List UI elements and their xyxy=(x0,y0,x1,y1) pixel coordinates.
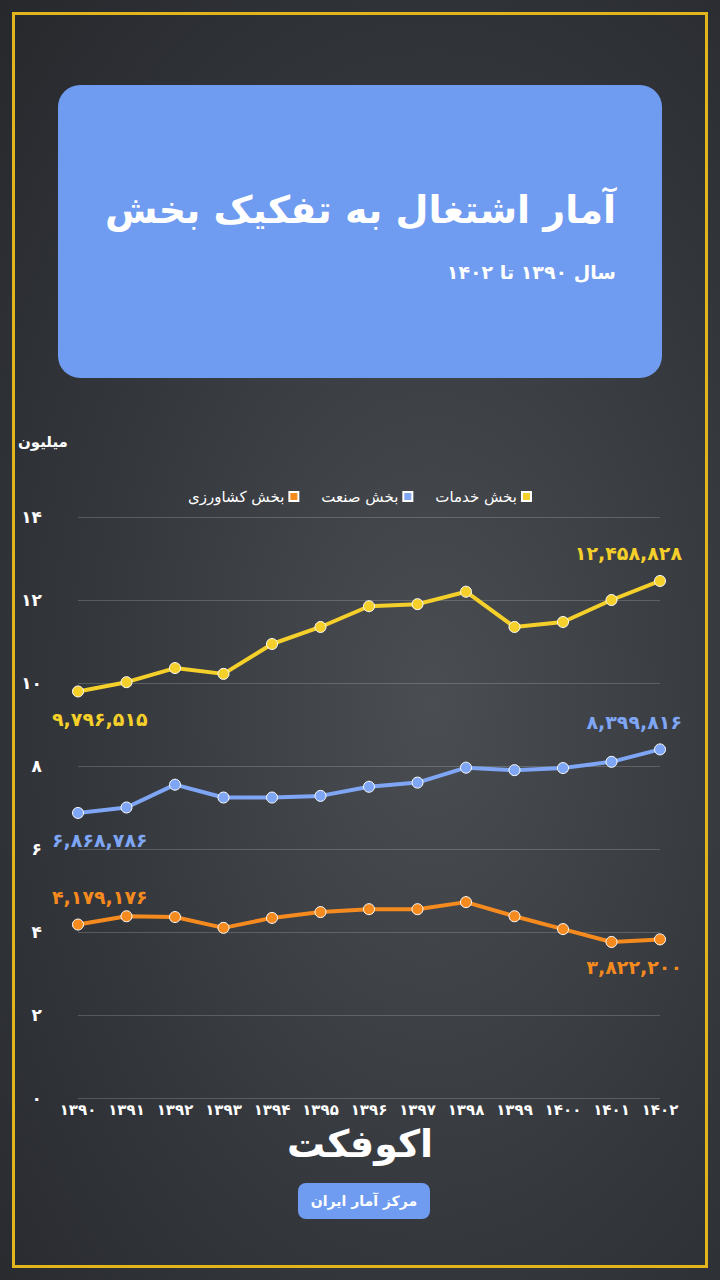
svg-text:۹,۷۹۶,۵۱۵: ۹,۷۹۶,۵۱۵ xyxy=(52,708,148,730)
svg-text:۱۳۹۰: ۱۳۹۰ xyxy=(60,1101,97,1119)
svg-text:۸: ۸ xyxy=(32,756,43,776)
svg-text:۱۳۹۳: ۱۳۹۳ xyxy=(205,1101,242,1119)
svg-text:۰: ۰ xyxy=(32,1088,42,1108)
svg-text:۱۲: ۱۲ xyxy=(21,590,42,610)
svg-text:۲: ۲ xyxy=(32,1005,43,1025)
svg-text:۱۴۰۲: ۱۴۰۲ xyxy=(642,1101,679,1119)
html-text:آمار اشتغال به تفکیک بخش: آمار اشتغال به تفکیک بخش xyxy=(105,188,616,232)
svg-text:۱۳۹۸: ۱۳۹۸ xyxy=(448,1101,485,1119)
svg-text:۱۲,۴۵۸,۸۲۸: ۱۲,۴۵۸,۸۲۸ xyxy=(575,542,683,564)
svg-text:۱۳۹۱: ۱۳۹۱ xyxy=(108,1101,145,1119)
svg-text:بخش صنعت: بخش صنعت xyxy=(321,488,398,506)
svg-text:۱۳۹۵: ۱۳۹۵ xyxy=(302,1101,339,1119)
svg-text:۶: ۶ xyxy=(32,839,42,859)
svg-text:میلیون: میلیون xyxy=(18,433,68,451)
html-text:مرکز آمار ایران: مرکز آمار ایران xyxy=(310,1193,418,1209)
svg-text:۳,۸۲۲,۲۰۰: ۳,۸۲۲,۲۰۰ xyxy=(586,956,682,978)
svg-text:۱۳۹۲: ۱۳۹۲ xyxy=(157,1101,194,1119)
svg-text:۶,۸۶۸,۷۸۶: ۶,۸۶۸,۷۸۶ xyxy=(52,829,148,851)
svg-text:۴,۱۷۹,۱۷۶: ۴,۱۷۹,۱۷۶ xyxy=(52,886,148,908)
svg-text:بخش کشاورزی: بخش کشاورزی xyxy=(188,488,284,506)
html-text:اکوفکت: اکوفکت xyxy=(286,1122,434,1166)
svg-text:۴: ۴ xyxy=(32,922,42,942)
svg-text:۱۳۹۹: ۱۳۹۹ xyxy=(496,1101,533,1119)
svg-text:۱۴: ۱۴ xyxy=(21,507,42,527)
svg-text:۱۳۹۷: ۱۳۹۷ xyxy=(399,1101,436,1119)
svg-text:۱۴۰۱: ۱۴۰۱ xyxy=(593,1101,630,1119)
svg-text:۸,۳۹۹,۸۱۶: ۸,۳۹۹,۸۱۶ xyxy=(586,711,682,733)
svg-text:۱۳۹۴: ۱۳۹۴ xyxy=(254,1101,291,1119)
html-text:سال ۱۳۹۰ تا ۱۴۰۲: سال ۱۳۹۰ تا ۱۴۰۲ xyxy=(446,261,616,283)
svg-text:۱۳۹۶: ۱۳۹۶ xyxy=(351,1101,388,1119)
svg-text:بخش خدمات: بخش خدمات xyxy=(435,488,517,506)
svg-text:۱۰: ۱۰ xyxy=(21,673,42,693)
svg-text:۱۴۰۰: ۱۴۰۰ xyxy=(545,1101,582,1119)
